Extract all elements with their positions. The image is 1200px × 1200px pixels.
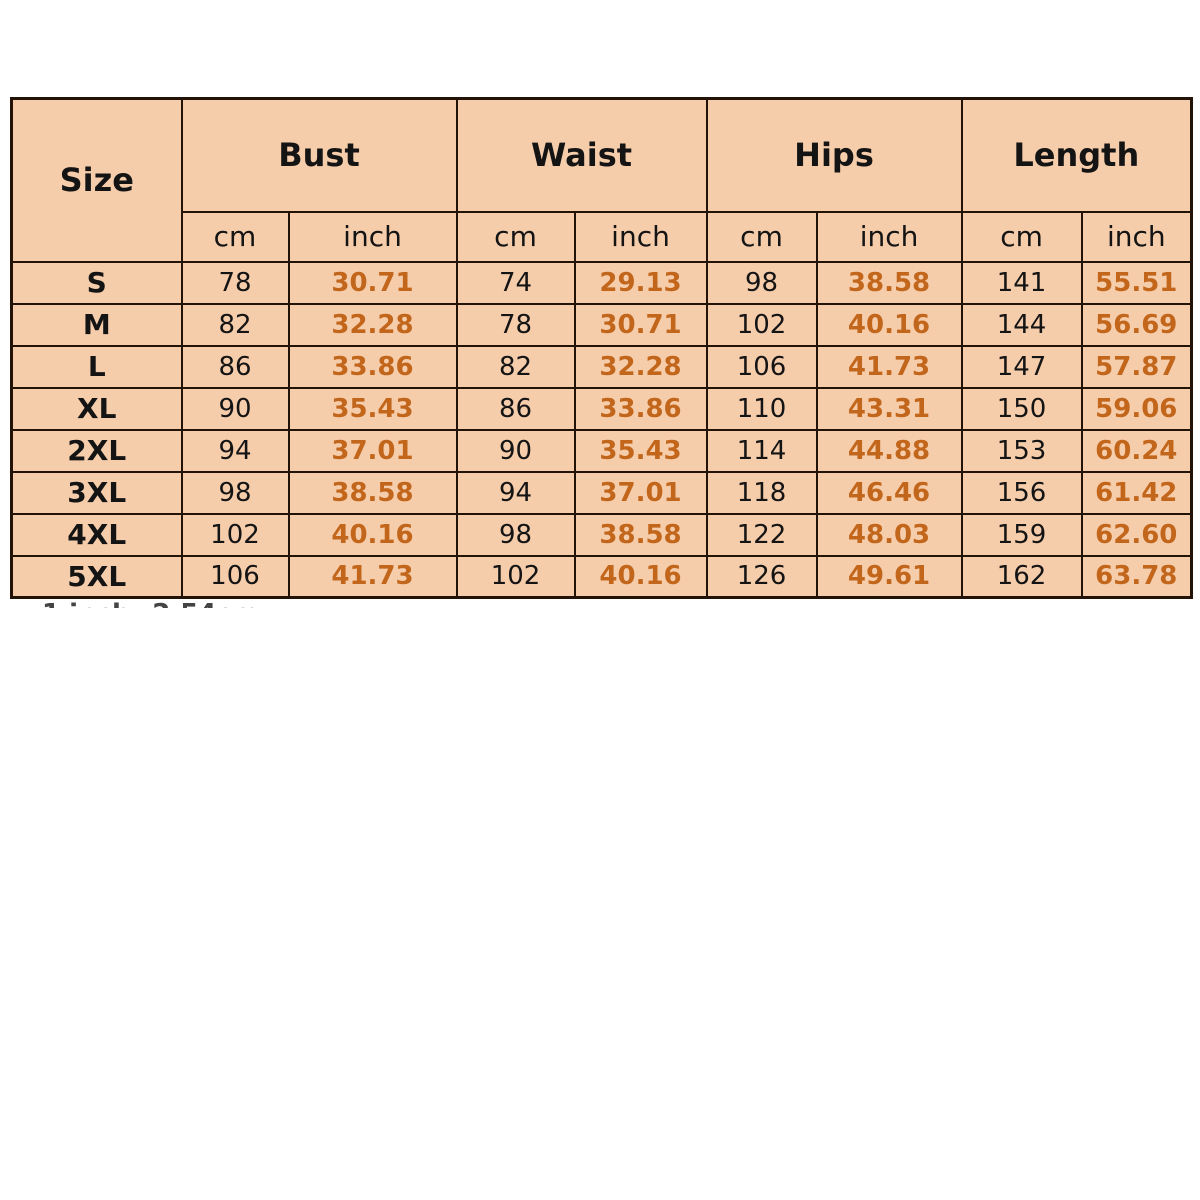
size-label: 5XL [10, 554, 183, 599]
waist-cm-cell: 102 [455, 554, 576, 599]
hips-cm-cell: 102 [705, 302, 818, 347]
bust-inch-cell: 40.16 [287, 512, 458, 557]
bust-inch-cell: 35.43 [287, 386, 458, 431]
hips-cm-cell: 110 [705, 386, 818, 431]
table-row: L 86 33.86 82 32.28 106 41.73 147 57.87 [10, 344, 1193, 389]
table-row: XL 90 35.43 86 33.86 110 43.31 150 59.06 [10, 386, 1193, 431]
bust-cm-cell: 98 [180, 470, 290, 515]
bust-inch-cell: 41.73 [287, 554, 458, 599]
unit-header-length-cm: cm [960, 210, 1083, 263]
length-inch-cell: 61.42 [1080, 470, 1193, 515]
size-column-header: Size [10, 97, 183, 263]
unit-header-waist-inch: inch [573, 210, 708, 263]
waist-inch-cell: 35.43 [573, 428, 708, 473]
length-cm-cell: 141 [960, 260, 1083, 305]
size-table-body: S 78 30.71 74 29.13 98 38.58 141 55.51 M 82 32.28 78… [10, 260, 1193, 599]
waist-inch-cell: 40.16 [573, 554, 708, 599]
size-label: 3XL [10, 470, 183, 515]
waist-inch-cell: 37.01 [573, 470, 708, 515]
hips-cm-cell: 126 [705, 554, 818, 599]
length-cm-cell: 159 [960, 512, 1083, 557]
bust-inch-cell: 38.58 [287, 470, 458, 515]
size-chart-table: Size Bust Waist Hips Length cm inch cm i… [10, 97, 1194, 599]
hips-cm-cell: 122 [705, 512, 818, 557]
bust-cm-cell: 82 [180, 302, 290, 347]
bust-inch-cell: 32.28 [287, 302, 458, 347]
length-inch-cell: 59.06 [1080, 386, 1193, 431]
length-inch-cell: 62.60 [1080, 512, 1193, 557]
waist-inch-cell: 29.13 [573, 260, 708, 305]
size-label: XL [10, 386, 183, 431]
length-cm-cell: 144 [960, 302, 1083, 347]
clipped-footnote: 1 inch=2.54cm [42, 599, 422, 608]
group-header-waist: Waist [455, 97, 708, 213]
table-row: S 78 30.71 74 29.13 98 38.58 141 55.51 [10, 260, 1193, 305]
hips-inch-cell: 41.73 [815, 344, 963, 389]
length-cm-cell: 162 [960, 554, 1083, 599]
table-row: 2XL 94 37.01 90 35.43 114 44.88 153 60.24 [10, 428, 1193, 473]
hips-cm-cell: 118 [705, 470, 818, 515]
bust-cm-cell: 78 [180, 260, 290, 305]
unit-header-waist-cm: cm [455, 210, 576, 263]
hips-cm-cell: 106 [705, 344, 818, 389]
waist-cm-cell: 78 [455, 302, 576, 347]
hips-inch-cell: 43.31 [815, 386, 963, 431]
length-cm-cell: 156 [960, 470, 1083, 515]
hips-inch-cell: 38.58 [815, 260, 963, 305]
group-header-hips: Hips [705, 97, 963, 213]
hips-inch-cell: 44.88 [815, 428, 963, 473]
waist-cm-cell: 82 [455, 344, 576, 389]
bust-cm-cell: 90 [180, 386, 290, 431]
waist-inch-cell: 33.86 [573, 386, 708, 431]
waist-cm-cell: 98 [455, 512, 576, 557]
group-header-length: Length [960, 97, 1193, 213]
waist-inch-cell: 38.58 [573, 512, 708, 557]
hips-inch-cell: 49.61 [815, 554, 963, 599]
size-label: S [10, 260, 183, 305]
waist-cm-cell: 86 [455, 386, 576, 431]
waist-cm-cell: 90 [455, 428, 576, 473]
unit-header-bust-inch: inch [287, 210, 458, 263]
size-label: L [10, 344, 183, 389]
waist-inch-cell: 32.28 [573, 344, 708, 389]
bust-inch-cell: 33.86 [287, 344, 458, 389]
unit-header-hips-inch: inch [815, 210, 963, 263]
table-row: 3XL 98 38.58 94 37.01 118 46.46 156 61.42 [10, 470, 1193, 515]
bust-inch-cell: 37.01 [287, 428, 458, 473]
waist-inch-cell: 30.71 [573, 302, 708, 347]
bust-cm-cell: 94 [180, 428, 290, 473]
table-row: 4XL 102 40.16 98 38.58 122 48.03 159 62.60 [10, 512, 1193, 557]
bust-cm-cell: 102 [180, 512, 290, 557]
waist-cm-cell: 94 [455, 470, 576, 515]
length-inch-cell: 63.78 [1080, 554, 1193, 599]
unit-header-length-inch: inch [1080, 210, 1193, 263]
bust-cm-cell: 86 [180, 344, 290, 389]
length-inch-cell: 57.87 [1080, 344, 1193, 389]
length-cm-cell: 147 [960, 344, 1083, 389]
group-header-bust: Bust [180, 97, 458, 213]
table-row: 5XL 106 41.73 102 40.16 126 49.61 162 63.78 [10, 554, 1193, 599]
unit-header-hips-cm: cm [705, 210, 818, 263]
size-label: M [10, 302, 183, 347]
bust-cm-cell: 106 [180, 554, 290, 599]
hips-inch-cell: 46.46 [815, 470, 963, 515]
size-label: 4XL [10, 512, 183, 557]
group-header-row: Size Bust Waist Hips Length [10, 97, 1193, 263]
size-label: 2XL [10, 428, 183, 473]
length-inch-cell: 56.69 [1080, 302, 1193, 347]
hips-inch-cell: 40.16 [815, 302, 963, 347]
length-inch-cell: 55.51 [1080, 260, 1193, 305]
waist-cm-cell: 74 [455, 260, 576, 305]
length-inch-cell: 60.24 [1080, 428, 1193, 473]
length-cm-cell: 150 [960, 386, 1083, 431]
length-cm-cell: 153 [960, 428, 1083, 473]
unit-header-row: cm inch cm inch cm inch cm inch [12, 210, 1193, 263]
unit-header-bust-cm: cm [180, 210, 290, 263]
bust-inch-cell: 30.71 [287, 260, 458, 305]
hips-cm-cell: 98 [705, 260, 818, 305]
hips-cm-cell: 114 [705, 428, 818, 473]
table-row: M 82 32.28 78 30.71 102 40.16 144 56.69 [10, 302, 1193, 347]
hips-inch-cell: 48.03 [815, 512, 963, 557]
